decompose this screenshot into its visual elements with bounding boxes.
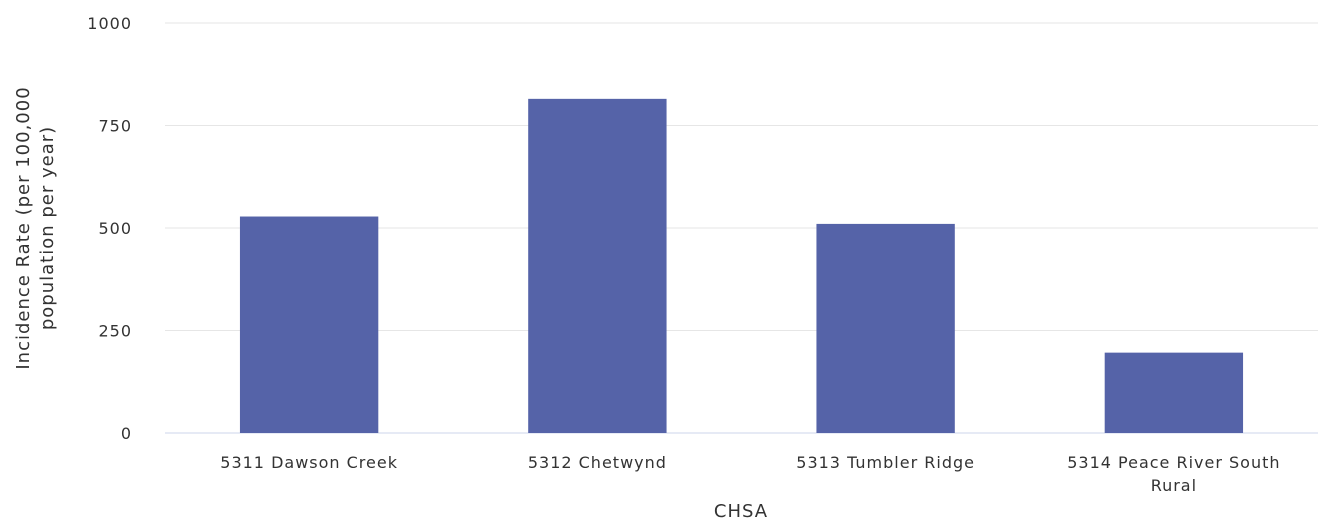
y-tick-label: 0 [121, 424, 132, 443]
y-axis-title-line: population per year) [37, 126, 58, 330]
x-tick-label-line: 5314 Peace River South [1067, 453, 1280, 472]
x-tick-label: 5312 Chetwynd [528, 453, 667, 472]
x-tick-label-line: Rural [1151, 476, 1197, 495]
y-axis-title: Incidence Rate (per 100,000 population pe… [13, 86, 58, 369]
x-axis-ticks: 5311 Dawson Creek 5312 Chetwynd 5313 Tumbl… [220, 453, 1280, 495]
x-tick-label: 5314 Peace River South Rural [1067, 453, 1280, 495]
bar[interactable] [1104, 352, 1244, 433]
x-tick-label-line: 5311 Dawson Creek [220, 453, 398, 472]
x-tick-label: 5313 Tumbler Ridge [796, 453, 975, 472]
bar[interactable] [816, 223, 955, 433]
bar[interactable] [528, 98, 667, 433]
bar[interactable] [239, 216, 379, 433]
x-axis-title: CHSA [714, 501, 768, 522]
y-axis-ticks: 0 250 500 750 1000 [87, 14, 132, 443]
y-axis-title-line: Incidence Rate (per 100,000 [13, 86, 34, 369]
y-tick-label: 250 [98, 322, 132, 341]
bars [239, 98, 1244, 433]
y-tick-label: 500 [98, 219, 132, 238]
y-tick-label: 1000 [87, 14, 132, 33]
y-tick-label: 750 [98, 117, 132, 136]
x-tick-label-line: 5313 Tumbler Ridge [796, 453, 975, 472]
x-tick-label: 5311 Dawson Creek [220, 453, 398, 472]
x-tick-label-line: 5312 Chetwynd [528, 453, 667, 472]
